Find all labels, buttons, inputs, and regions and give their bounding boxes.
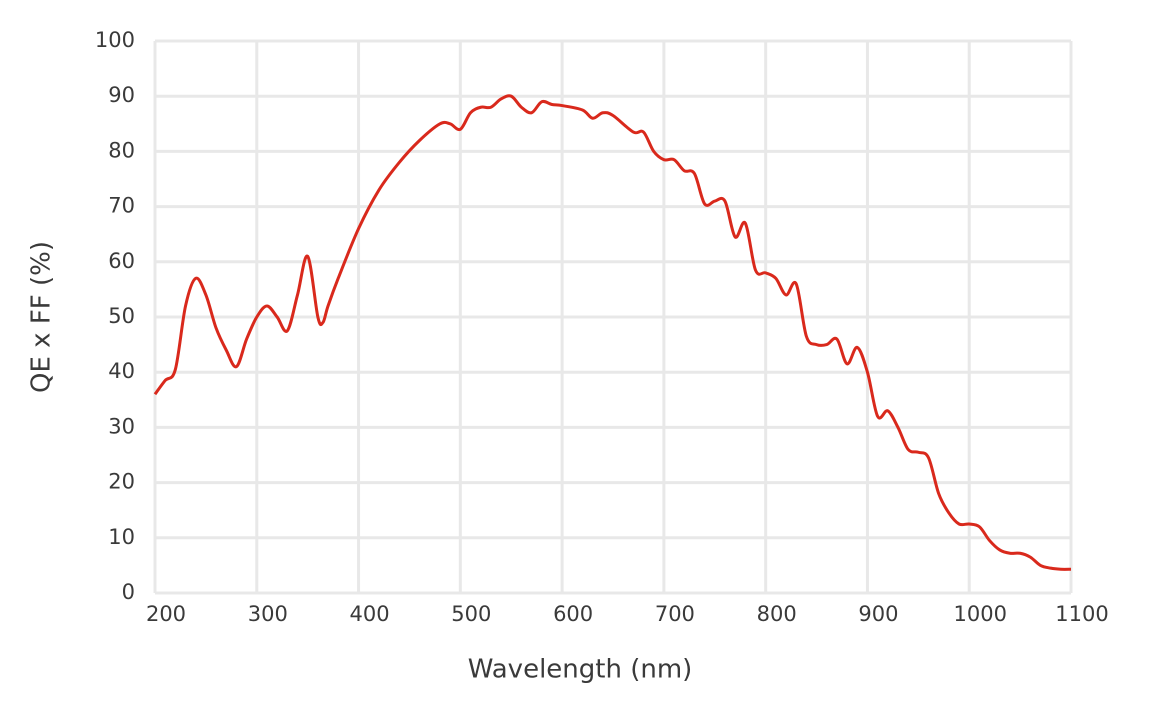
x-tick-label: 400 bbox=[350, 602, 390, 626]
y-tick-label: 80 bbox=[108, 138, 135, 162]
x-tick-label: 1000 bbox=[953, 602, 1006, 626]
y-tick-label: 20 bbox=[108, 470, 135, 494]
x-tick-label: 700 bbox=[655, 602, 695, 626]
x-tick-label: 900 bbox=[858, 602, 898, 626]
data-line bbox=[153, 94, 1072, 571]
y-tick-label: 70 bbox=[108, 194, 135, 218]
x-tick-label: 800 bbox=[757, 602, 797, 626]
y-tick-label: 100 bbox=[95, 28, 135, 52]
x-tick-label: 300 bbox=[248, 602, 288, 626]
y-tick-label: 40 bbox=[108, 359, 135, 383]
y-tick-label: 90 bbox=[108, 83, 135, 107]
y-tick-label: 50 bbox=[108, 304, 135, 328]
x-tick-label: 600 bbox=[553, 602, 593, 626]
x-axis-label: Wavelength (nm) bbox=[468, 655, 693, 685]
x-tick-label: 1100 bbox=[1055, 602, 1108, 626]
y-tick-label: 0 bbox=[122, 580, 135, 604]
y-axis-label: QE x FF (%) bbox=[27, 241, 57, 393]
y-tick-label: 60 bbox=[108, 249, 135, 273]
x-tick-label: 500 bbox=[451, 602, 491, 626]
y-tick-label: 10 bbox=[108, 525, 135, 549]
y-tick-label: 30 bbox=[108, 414, 135, 438]
x-tick-label: 200 bbox=[146, 602, 186, 626]
